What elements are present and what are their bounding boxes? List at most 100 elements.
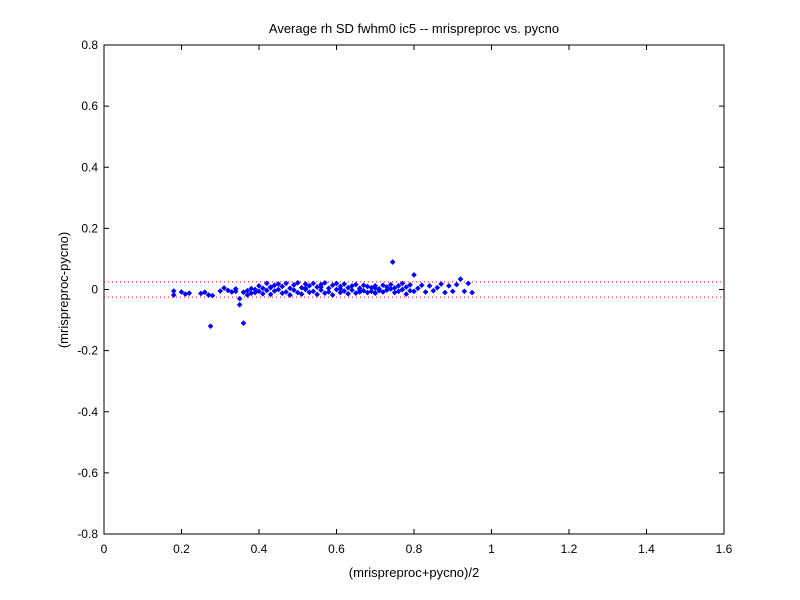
data-point [411,272,417,278]
data-point [275,281,282,287]
data-point [244,292,251,298]
data-point [267,284,274,291]
data-point [407,287,413,294]
data-point [225,287,231,294]
data-point [298,284,305,291]
data-point [395,283,402,289]
data-point [399,286,406,293]
data-point [186,290,193,296]
data-point [263,280,270,287]
data-point [337,289,344,296]
data-point [345,284,351,291]
data-point [449,288,456,295]
data-point [201,289,208,296]
data-point [329,282,336,289]
data-point [236,295,243,302]
data-point [221,285,227,291]
y-tick-label: -0.6 [77,466,98,480]
data-point [283,289,289,295]
data-point [279,283,286,290]
data-point [372,285,379,292]
data-point [353,281,359,288]
data-point [418,282,425,289]
data-point [310,288,317,295]
data-point [438,281,444,287]
data-point [302,285,309,292]
data-point [422,289,429,295]
data-point [453,281,460,288]
data-point [232,286,239,292]
data-point [395,288,402,295]
x-tick-label: 1.2 [561,542,578,556]
data-point [287,292,293,298]
data-point [294,289,301,296]
data-point [236,301,243,308]
data-point [430,287,437,294]
data-point [287,285,293,292]
data-point [178,289,185,295]
data-point [260,285,266,292]
data-point [434,284,441,291]
y-tick-label: -0.8 [77,527,98,541]
data-point [389,259,396,265]
data-point [341,281,348,287]
y-tick-label: -0.2 [77,344,98,358]
plot-area: 0 0.2 0.4 0.6 0.8 1 1.2 1.4 1.6 -0.8 -0.6 -0.4 -0.2 0… [77,38,732,556]
chart-title: Average rh SD fwhm0 ic5 -- mrispreproc v… [269,21,559,36]
data-point [403,284,410,290]
data-point [465,280,472,287]
data-point [271,288,278,294]
y-tick-label: 0.8 [81,38,98,52]
data-point [399,280,406,287]
data-point [337,286,344,292]
data-point [240,320,247,326]
x-tick-label: 0.2 [173,542,190,556]
data-point [205,292,212,298]
y-tick-label: 0.4 [81,160,98,174]
data-point [469,289,475,296]
data-point [260,290,266,297]
data-point [387,286,394,292]
data-point [415,285,421,292]
data-point [411,288,417,295]
data-point [380,289,386,295]
data-point [318,284,324,290]
data-point [209,292,216,299]
data-point [207,323,214,329]
data-point [457,276,464,282]
x-axis-label: (mrispreproc+pycno)/2 [349,565,479,580]
data-point [426,283,433,289]
data-point [325,289,332,295]
x-tick-label: 0.4 [251,542,268,556]
data-point [349,287,355,293]
data-point [341,288,348,294]
y-tick-label: 0 [91,283,98,297]
data-point [345,290,351,297]
data-point [256,288,262,295]
data-point [329,292,336,298]
x-tick-label: 1.4 [638,542,655,556]
data-point [314,291,320,298]
data-point [322,279,328,286]
data-point [263,287,270,294]
data-point [407,282,413,288]
y-axis-label: (mrispreproc-pycno) [56,232,71,348]
data-point [240,289,247,296]
data-point [333,280,340,287]
data-point [391,285,398,291]
data-point [356,287,363,293]
data-point [318,287,324,293]
x-tick-label: 1.6 [716,542,733,556]
data-point [306,283,313,289]
data-point [372,290,379,296]
data-point [267,291,274,298]
data-point [403,291,410,297]
data-point [298,291,305,297]
x-tick-label: 1 [488,542,495,556]
data-point [256,283,262,289]
data-point [380,282,386,289]
data-point [461,288,468,295]
data-point [217,288,224,294]
data-point [310,280,317,287]
